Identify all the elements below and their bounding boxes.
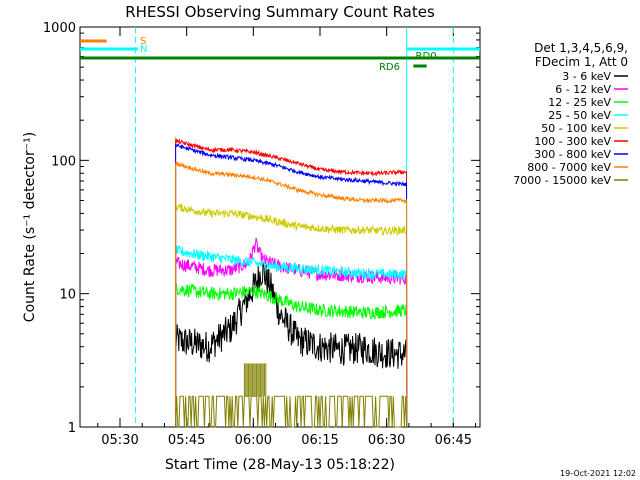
- x-axis-labels: 05:30 05:45 06:00 06:15 06:30 06:45: [101, 433, 472, 448]
- legend-label-2: 12 - 25 keV: [548, 96, 611, 109]
- x-axis-ticks: [97, 27, 477, 427]
- flag-label-n: N: [140, 44, 147, 55]
- flag-label-rd0: RD0: [416, 51, 437, 62]
- x-axis-label: Start Time (28-May-13 05:18:22): [165, 457, 395, 473]
- footer-date: 19-Oct-2021 12:02: [560, 469, 636, 478]
- flag-label-rd6: RD6: [379, 62, 400, 73]
- legend-label-7: 800 - 7000 keV: [527, 161, 611, 174]
- y-tick-label-0: 1: [68, 421, 76, 436]
- y-tick-label-2: 100: [51, 154, 76, 169]
- series-line-4: [175, 202, 408, 428]
- x-tick-label-0: 05:30: [101, 433, 138, 448]
- series-line-3: [175, 245, 408, 428]
- legend-label-3: 25 - 50 keV: [548, 109, 611, 122]
- plot-frame: [79, 26, 481, 428]
- x-tick-label-1: 05:45: [168, 433, 205, 448]
- y-axis-label: Count Rate (s⁻¹ detector⁻¹): [22, 132, 38, 322]
- series-line-7: [175, 160, 408, 428]
- legend-label-0: 3 - 6 keV: [562, 70, 611, 83]
- legend-label-4: 50 - 100 keV: [541, 122, 611, 135]
- legend-header-line-2: FDecim 1, Att 0: [535, 55, 628, 69]
- series-line-2: [175, 282, 408, 428]
- x-tick-label-5: 06:45: [435, 433, 472, 448]
- series-line-6: [175, 143, 408, 428]
- legend: Det 1,3,4,5,6,9, FDecim 1, Att 0 3 - 6 k…: [513, 41, 628, 187]
- attenuator-markers: SN RD0 RD6: [80, 27, 480, 427]
- y-axis-ticks: 1 10 100 1000: [43, 21, 480, 436]
- legend-label-1: 6 - 12 keV: [555, 83, 611, 96]
- x-tick-label-2: 06:00: [235, 433, 272, 448]
- series-traces: [175, 138, 408, 428]
- series-line-0: [175, 263, 408, 428]
- y-tick-label-1: 10: [59, 288, 76, 303]
- flag-label-s: S: [140, 36, 146, 47]
- legend-label-8: 7000 - 15000 keV: [513, 174, 611, 187]
- legend-label-5: 100 - 300 keV: [534, 135, 611, 148]
- y-tick-label-3: 1000: [43, 21, 76, 36]
- legend-label-6: 300 - 800 keV: [534, 148, 611, 161]
- x-tick-label-3: 06:15: [301, 433, 338, 448]
- series-line-5: [175, 138, 408, 428]
- series-line-8: [175, 363, 408, 428]
- chart-title: RHESSI Observing Summary Count Rates: [125, 3, 435, 21]
- legend-header-line-1: Det 1,3,4,5,6,9,: [534, 41, 628, 55]
- x-tick-label-4: 06:30: [368, 433, 405, 448]
